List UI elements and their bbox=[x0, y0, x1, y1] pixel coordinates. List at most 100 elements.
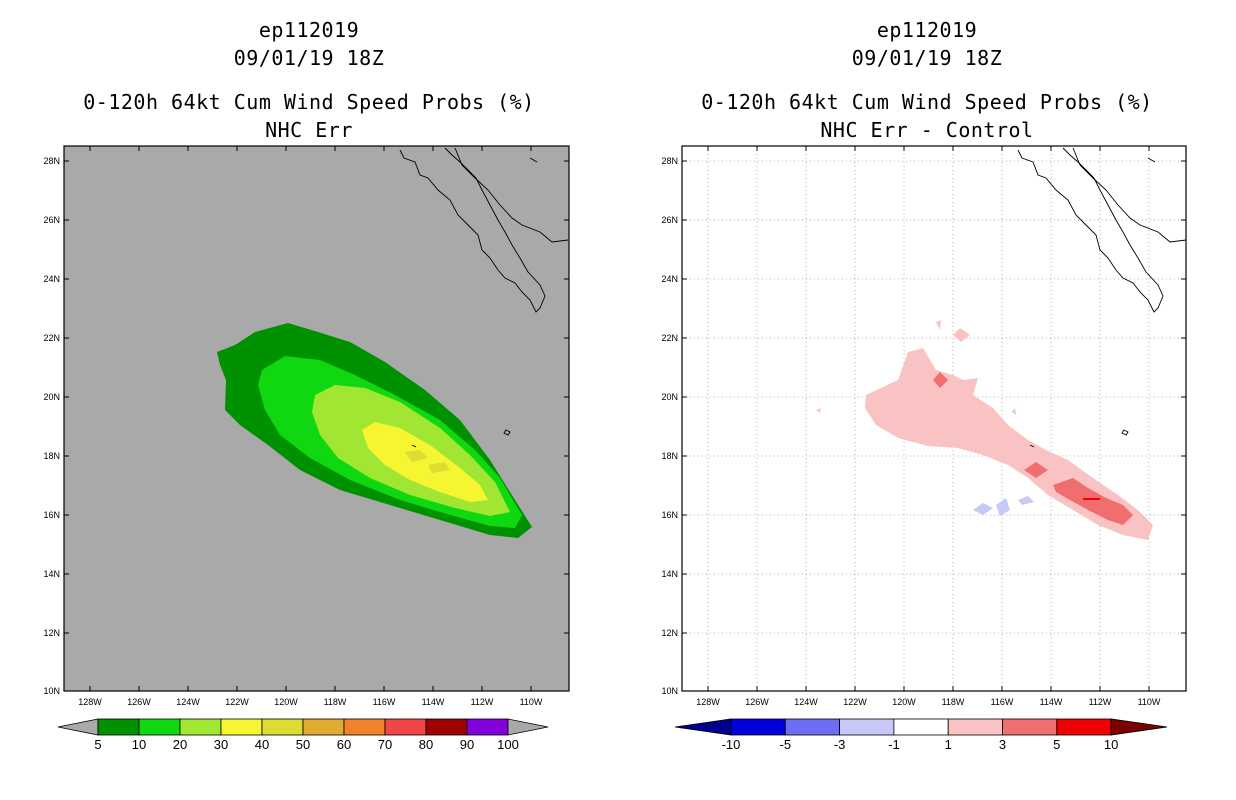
lon-tick-label: 120W bbox=[274, 697, 298, 707]
diff-neg-1to3-d bbox=[1012, 408, 1016, 415]
coastline bbox=[399, 147, 569, 448]
colorbar-under-triangle bbox=[674, 718, 732, 736]
lat-tick-label: 20N bbox=[43, 392, 60, 402]
map-frame bbox=[681, 145, 1187, 692]
lon-tick-label: 110W bbox=[520, 697, 543, 707]
colorbar-label: 60 bbox=[337, 737, 351, 752]
lat-tick-label: 28N bbox=[43, 156, 60, 166]
lat-tick-label: 26N bbox=[43, 215, 60, 225]
lon-tick-label: 124W bbox=[794, 697, 818, 707]
colorbar-swatch bbox=[179, 718, 222, 736]
coastline bbox=[1017, 147, 1187, 448]
lon-tick-label: 116W bbox=[991, 697, 1014, 707]
lat-tick-label: 10N bbox=[661, 686, 678, 696]
difference-contours bbox=[816, 320, 1153, 540]
axes: 28N 26N 24N 22N 20N 18N 16N 14N 12N 10N 128W 126W 12… bbox=[43, 146, 569, 707]
lat-tick-label: 28N bbox=[661, 156, 678, 166]
colorbar-swatch bbox=[784, 718, 841, 736]
colorbar: 5 10 20 30 40 50 60 70 80 90 100 bbox=[57, 718, 549, 752]
right-map-figure: 28N 26N 24N 22N 20N 18N 16N 14N 12N 10N 128W 126W 12… bbox=[661, 145, 1187, 752]
colorbar-label: 100 bbox=[497, 737, 519, 752]
colorbar-label: 50 bbox=[296, 737, 310, 752]
lat-tick-label: 22N bbox=[661, 333, 678, 343]
lon-tick-label: 112W bbox=[471, 697, 494, 707]
colorbar-label: 1 bbox=[945, 737, 952, 752]
colorbar-label: 40 bbox=[255, 737, 269, 752]
lon-tick-label: 128W bbox=[696, 697, 720, 707]
lat-tick-label: 26N bbox=[661, 215, 678, 225]
contour-30pct bbox=[362, 422, 488, 502]
subtitle: NHC Err - Control bbox=[820, 118, 1034, 142]
colorbar-label: 10 bbox=[1104, 737, 1118, 752]
colorbar-under-triangle bbox=[57, 718, 99, 736]
colorbar-swatch bbox=[947, 718, 1003, 736]
colorbar: -10 -5 -3 -1 1 3 5 10 bbox=[674, 718, 1168, 752]
colorbar-label: -10 bbox=[722, 737, 741, 752]
probability-contours bbox=[217, 323, 532, 538]
left-panel: ep112019 09/01/19 18Z 0-120h 64kt Cum Wi… bbox=[43, 18, 570, 752]
lat-tick-label: 20N bbox=[661, 392, 678, 402]
colorbar-swatch bbox=[730, 718, 786, 736]
colorbar-over-triangle bbox=[507, 718, 549, 736]
lat-tick-label: 10N bbox=[43, 686, 60, 696]
colorbar-label: -3 bbox=[834, 737, 846, 752]
diff-neg-1to3-b bbox=[996, 498, 1010, 516]
left-map-figure: 28N 26N 24N 22N 20N 18N 16N 14N 12N 10N 128W 126W 12… bbox=[43, 145, 570, 752]
lat-tick-label: 16N bbox=[43, 510, 60, 520]
lon-tick-label: 120W bbox=[892, 697, 916, 707]
diff-pos-3to5-c bbox=[933, 372, 948, 388]
contour-40pct bbox=[405, 450, 428, 462]
diff-pos-5to10 bbox=[1083, 498, 1100, 500]
lat-tick-label: 22N bbox=[43, 333, 60, 343]
colorbar-over-triangle bbox=[1110, 718, 1168, 736]
colorbar-label: 5 bbox=[1053, 737, 1060, 752]
colorbar-label: 5 bbox=[94, 737, 101, 752]
lon-tick-label: 118W bbox=[942, 697, 965, 707]
product-title: 0-120h 64kt Cum Wind Speed Probs (%) bbox=[83, 90, 535, 114]
colorbar-label: -5 bbox=[780, 737, 792, 752]
right-panel: ep112019 09/01/19 18Z 0-120h 64kt Cum Wi… bbox=[618, 0, 1236, 800]
colorbar-swatch bbox=[384, 718, 427, 736]
lon-tick-label: 126W bbox=[127, 697, 151, 707]
lon-tick-label: 114W bbox=[422, 697, 445, 707]
lat-tick-label: 14N bbox=[661, 569, 678, 579]
lon-tick-label: 112W bbox=[1089, 697, 1112, 707]
colorbar-swatch bbox=[1056, 718, 1112, 736]
colorbar-swatch bbox=[138, 718, 181, 736]
lat-tick-label: 16N bbox=[661, 510, 678, 520]
lon-tick-label: 114W bbox=[1040, 697, 1063, 707]
colorbar-label: -1 bbox=[888, 737, 900, 752]
lat-tick-label: 12N bbox=[43, 628, 60, 638]
axes: 28N 26N 24N 22N 20N 18N 16N 14N 12N 10N 128W 126W 12… bbox=[661, 146, 1186, 707]
colorbar-swatch bbox=[425, 718, 468, 736]
lat-tick-label: 12N bbox=[661, 628, 678, 638]
colorbar-swatch bbox=[893, 718, 949, 736]
diff-pos-3to5 bbox=[1024, 462, 1048, 478]
colorbar-swatch bbox=[343, 718, 386, 736]
colorbar-label: 3 bbox=[999, 737, 1006, 752]
lat-tick-label: 18N bbox=[43, 451, 60, 461]
diff-pos-1to3-c bbox=[936, 320, 941, 330]
lon-tick-label: 110W bbox=[1138, 697, 1161, 707]
colorbar-swatch bbox=[220, 718, 263, 736]
colorbar-label: 30 bbox=[214, 737, 228, 752]
diff-neg-1to3-c bbox=[1018, 496, 1034, 505]
lat-tick-label: 14N bbox=[43, 569, 60, 579]
lon-tick-label: 118W bbox=[324, 697, 347, 707]
colorbar-label: 10 bbox=[132, 737, 146, 752]
colorbar-label: 20 bbox=[173, 737, 187, 752]
datetime-title: 09/01/19 18Z bbox=[851, 46, 1003, 70]
colorbar-label: 80 bbox=[419, 737, 433, 752]
colorbar-label: 90 bbox=[460, 737, 474, 752]
lon-tick-label: 124W bbox=[176, 697, 200, 707]
contour-40pct-b bbox=[428, 462, 450, 473]
colorbar-swatch bbox=[1002, 718, 1058, 736]
lon-tick-label: 122W bbox=[843, 697, 867, 707]
lon-tick-label: 122W bbox=[225, 697, 249, 707]
colorbar-swatch bbox=[97, 718, 140, 736]
lon-tick-label: 128W bbox=[78, 697, 102, 707]
subtitle: NHC Err bbox=[265, 118, 353, 142]
lon-tick-label: 116W bbox=[373, 697, 396, 707]
colorbar-swatch bbox=[839, 718, 895, 736]
diff-pos-1to3-d bbox=[816, 408, 821, 413]
